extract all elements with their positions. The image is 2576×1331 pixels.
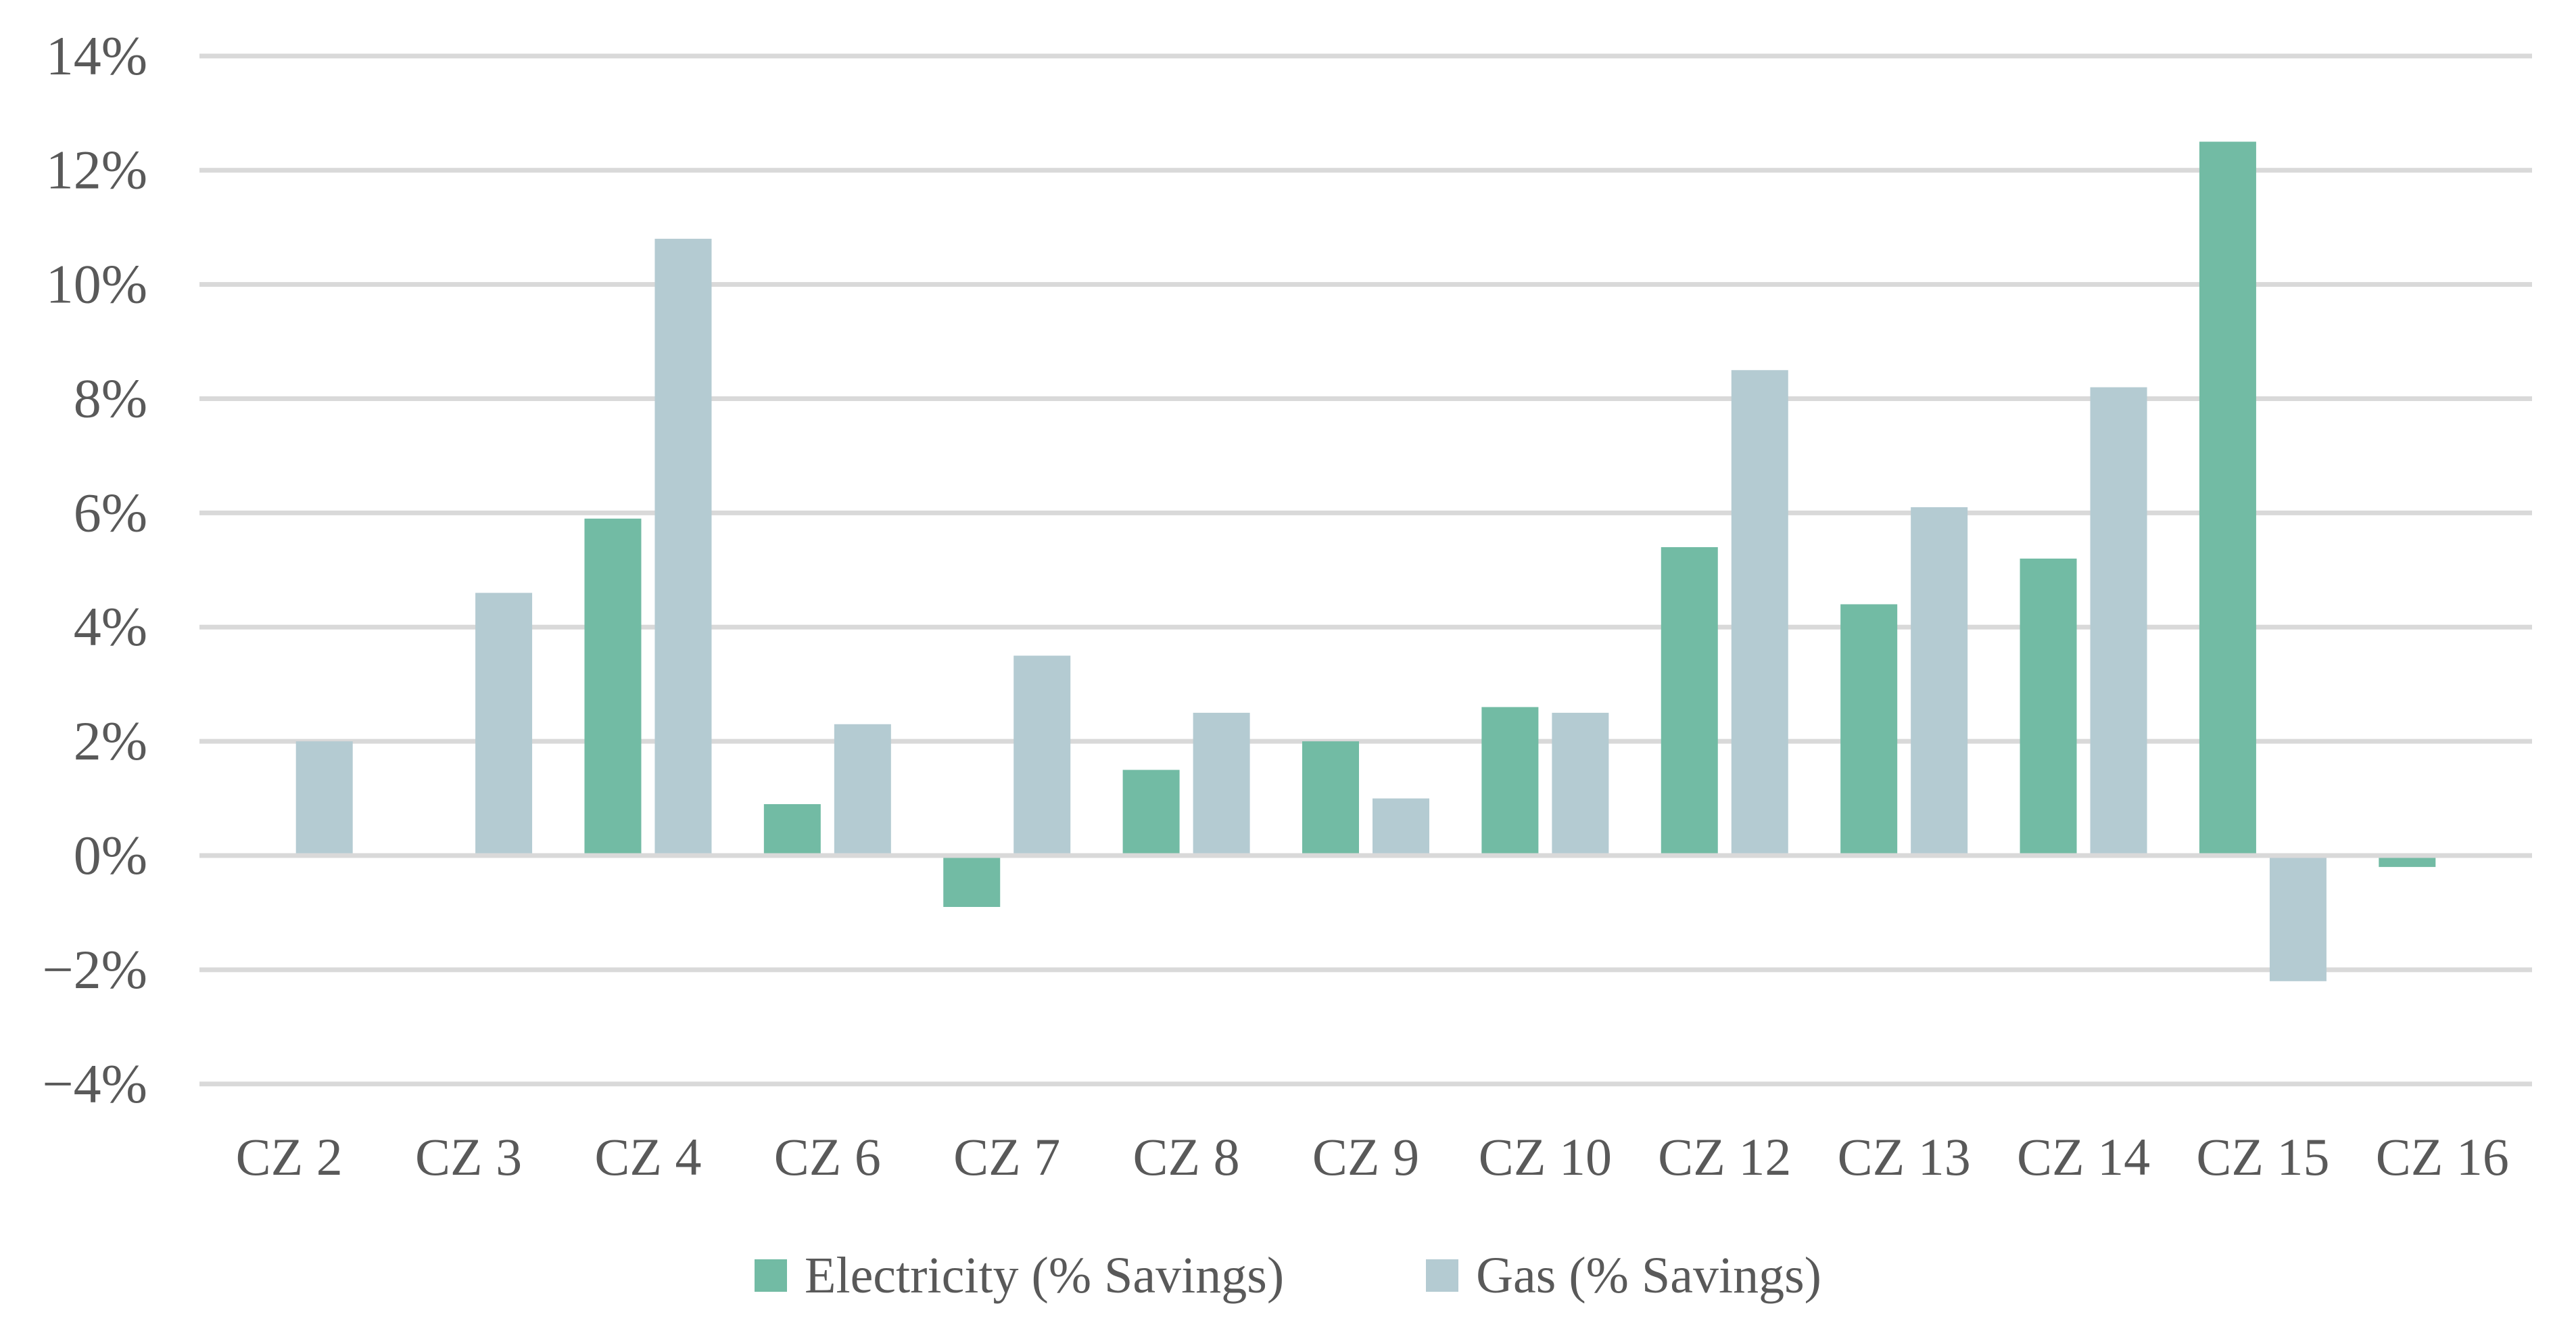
bar-electricity-cz-14 [2020, 558, 2077, 856]
legend-item-electricity: Electricity (% Savings) [755, 1250, 1284, 1301]
bar-gas-cz-3 [475, 592, 533, 856]
gridline-10pct [199, 282, 2532, 287]
gridline-4pct [199, 624, 2532, 630]
bar-electricity-cz-8 [1122, 770, 1180, 856]
bar-gas-cz-7 [1013, 655, 1071, 856]
x-axis-label-cz-7: CZ 7 [953, 1127, 1060, 1186]
x-axis-label-cz-10: CZ 10 [1479, 1127, 1612, 1186]
legend: Electricity (% Savings) Gas (% Savings) [0, 1250, 2576, 1301]
x-axis-label-cz-8: CZ 8 [1133, 1127, 1240, 1186]
legend-label-electricity: Electricity (% Savings) [805, 1247, 1285, 1304]
bar-gas-cz-4 [654, 239, 712, 856]
gridline-6pct [199, 510, 2532, 515]
bar-gas-cz-6 [834, 724, 891, 856]
gridline-12pct [199, 168, 2532, 173]
y-tick-label-4pct: 4% [74, 596, 147, 657]
x-axis-label-cz-4: CZ 4 [594, 1127, 701, 1186]
bar-gas-cz-15 [2269, 856, 2327, 981]
bar-gas-cz-8 [1193, 712, 1250, 856]
bar-electricity-cz-16 [2379, 856, 2436, 867]
legend-swatch-electricity-icon [755, 1259, 788, 1292]
gridline-8pct [199, 396, 2532, 401]
y-tick-label-8pct: 8% [74, 367, 147, 429]
x-axis-label-cz-2: CZ 2 [236, 1127, 343, 1186]
bar-gas-cz-14 [2090, 387, 2147, 856]
y-tick-label-neg-2pct: −2% [42, 939, 147, 1000]
legend-swatch-gas-icon [1426, 1259, 1459, 1292]
legend-label-gas: Gas (% Savings) [1476, 1247, 1821, 1304]
y-tick-label-0pct: 0% [74, 824, 147, 886]
legend-item-gas: Gas (% Savings) [1426, 1250, 1821, 1301]
bar-electricity-cz-9 [1302, 741, 1359, 856]
y-tick-label-12pct: 12% [46, 139, 147, 201]
x-axis-label-cz-12: CZ 12 [1658, 1127, 1791, 1186]
x-axis-label-cz-9: CZ 9 [1312, 1127, 1419, 1186]
gridline-14pct [199, 53, 2532, 59]
bar-gas-cz-2 [295, 741, 353, 856]
x-axis-label-cz-6: CZ 6 [774, 1127, 881, 1186]
x-axis-label-cz-14: CZ 14 [2017, 1127, 2150, 1186]
y-tick-label-2pct: 2% [74, 710, 147, 772]
y-tick-label-10pct: 10% [46, 254, 147, 315]
bar-electricity-cz-13 [1840, 604, 1898, 856]
bar-gas-cz-12 [1731, 370, 1788, 856]
x-axis-label-cz-3: CZ 3 [415, 1127, 522, 1186]
y-tick-label-neg-4pct: −4% [42, 1053, 147, 1115]
x-axis-label-cz-15: CZ 15 [2196, 1127, 2329, 1186]
y-tick-label-6pct: 6% [74, 482, 147, 543]
gridline-2pct [199, 739, 2532, 744]
bar-gas-cz-9 [1373, 798, 1429, 856]
gridline-neg-2pct [199, 967, 2532, 973]
x-axis-zero-line [199, 853, 2532, 858]
x-axis-label-cz-13: CZ 13 [1838, 1127, 1971, 1186]
bar-gas-cz-10 [1552, 712, 1609, 856]
bar-gas-cz-13 [1911, 507, 1968, 856]
bar-electricity-cz-15 [2199, 141, 2256, 856]
bar-electricity-cz-12 [1661, 547, 1718, 856]
bar-electricity-cz-10 [1481, 707, 1539, 856]
x-axis-label-cz-16: CZ 16 [2376, 1127, 2509, 1186]
gridline-neg-4pct [199, 1081, 2532, 1087]
bar-electricity-cz-4 [584, 518, 642, 856]
bar-electricity-cz-6 [763, 804, 821, 856]
y-tick-label-14pct: 14% [46, 25, 147, 87]
bar-electricity-cz-7 [943, 856, 1001, 907]
